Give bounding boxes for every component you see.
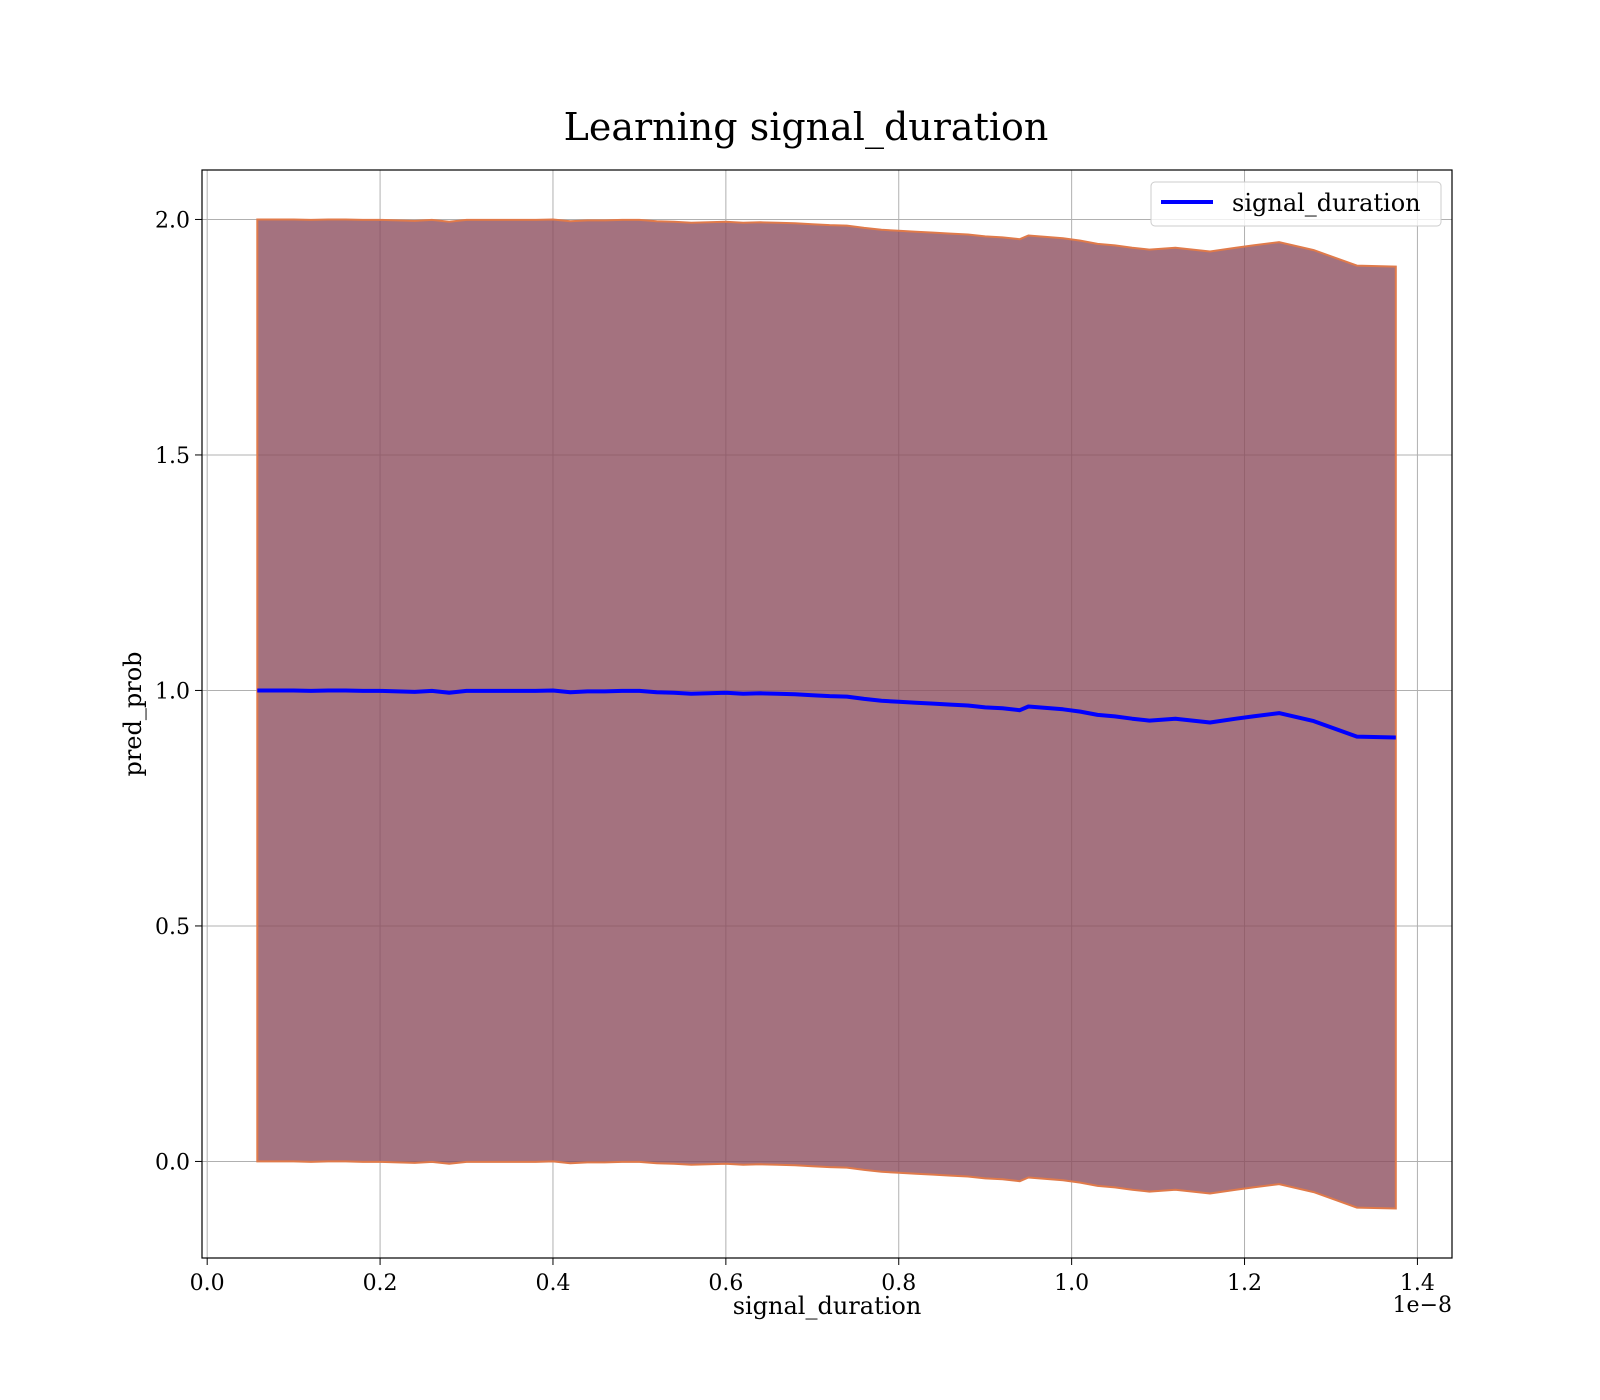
x-tick-label: 1.0 [1054, 1271, 1089, 1296]
x-tick-label: 0.0 [190, 1271, 225, 1296]
series-line-layer [257, 688, 1396, 740]
legend: signal_duration [1150, 181, 1442, 227]
y-tick-label: 0.0 [155, 1150, 190, 1175]
plot-frame [201, 169, 1453, 1259]
x-axis-offset-label: 1e−8 [1393, 1293, 1452, 1318]
y-axis-label: pred_prob [119, 651, 147, 776]
confidence-band [256, 218, 1397, 1210]
y-tick-label: 2.0 [155, 208, 190, 233]
series-line-signal-duration [257, 688, 1396, 740]
x-tick-label: 0.8 [881, 1271, 916, 1296]
y-tick-label: 0.5 [155, 915, 190, 940]
legend-label: signal_duration [1232, 189, 1421, 217]
y-axis-ticks: 0.0 0.5 1.0 1.5 2.0 [155, 208, 202, 1175]
x-tick-label: 0.4 [535, 1271, 570, 1296]
y-tick-label: 1.0 [155, 679, 190, 704]
x-tick-label: 0.2 [363, 1271, 398, 1296]
x-axis-label: signal_duration [733, 1292, 922, 1320]
y-tick-label: 1.5 [155, 444, 190, 469]
x-tick-label: 1.4 [1400, 1271, 1435, 1296]
x-tick-label: 0.6 [708, 1271, 743, 1296]
chart-title: Learning signal_duration [564, 105, 1049, 150]
x-tick-label: 1.2 [1227, 1271, 1262, 1296]
legend-box [1150, 181, 1442, 227]
x-axis-ticks: 0.0 0.2 0.4 0.6 0.8 1.0 1.2 1.4 [190, 1258, 1435, 1296]
confidence-band-area [256, 218, 1397, 1210]
